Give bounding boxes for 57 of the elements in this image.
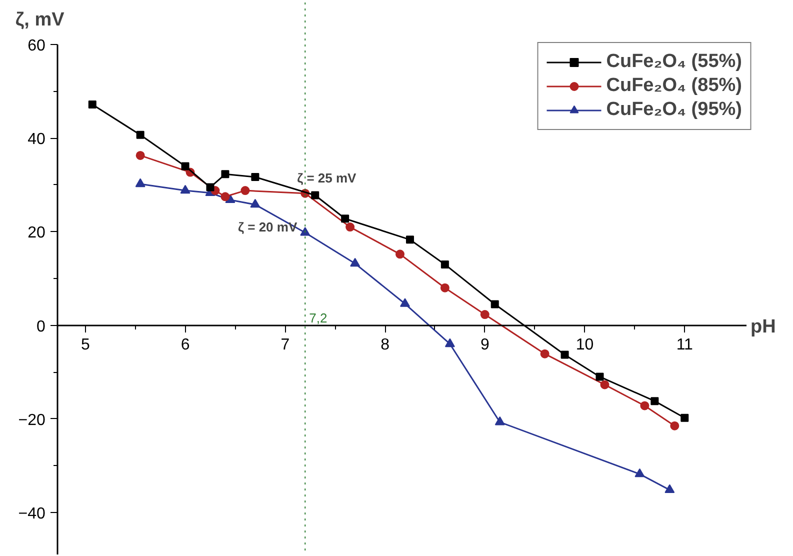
point (221, 170, 230, 178)
point (395, 250, 404, 259)
annotation: ζ = 20 mV (238, 220, 298, 235)
point (88, 100, 96, 108)
point (680, 414, 689, 422)
legend-label: CuFe₂O₄ (85%) (606, 75, 742, 97)
point (440, 283, 450, 292)
point (670, 421, 680, 430)
point (664, 484, 675, 494)
point (250, 198, 260, 208)
point (341, 214, 350, 223)
x-tick-label: 8 (380, 336, 390, 354)
point (311, 191, 320, 200)
y-tick-label: −20 (18, 412, 46, 429)
point (494, 416, 505, 426)
point (596, 372, 604, 381)
ref-line-label: 7,2 (309, 310, 328, 326)
x-tick-label: 5 (80, 336, 90, 354)
x-tick-label: 11 (676, 336, 694, 354)
point (540, 349, 550, 358)
point (406, 236, 414, 244)
point (136, 130, 144, 139)
x-axis-title: pH (750, 316, 776, 338)
x-tick-label: 9 (480, 336, 490, 354)
point (240, 186, 250, 196)
point (560, 350, 569, 359)
point (600, 380, 610, 390)
point (444, 338, 455, 348)
point (346, 222, 355, 232)
point (220, 192, 230, 202)
y-axis-title: ζ, mV (15, 10, 65, 31)
point (400, 298, 410, 307)
point (135, 178, 146, 188)
point (480, 310, 490, 320)
y-tick-label: −40 (18, 505, 46, 522)
point (490, 300, 499, 308)
x-tick-label: 7 (280, 336, 290, 354)
point (206, 183, 214, 192)
point (300, 226, 310, 236)
x-tick-label: 10 (576, 336, 594, 354)
point (180, 184, 190, 194)
y-tick-label: 60 (28, 38, 46, 55)
point (136, 150, 145, 160)
point (440, 260, 449, 268)
legend-label: CuFe₂O₄ (55%) (606, 51, 742, 73)
y-tick-label: 40 (28, 131, 46, 148)
x-tick-label: 6 (180, 336, 190, 354)
point (650, 397, 659, 406)
annotation: ζ = 25 mV (297, 170, 357, 186)
point (181, 162, 190, 170)
point (640, 401, 650, 410)
legend-label: CuFe₂O₄ (95%) (606, 99, 742, 121)
point (350, 258, 360, 267)
y-tick-label: 0 (36, 318, 46, 336)
point (251, 172, 260, 181)
point (634, 468, 645, 478)
y-tick-label: 20 (28, 224, 46, 242)
